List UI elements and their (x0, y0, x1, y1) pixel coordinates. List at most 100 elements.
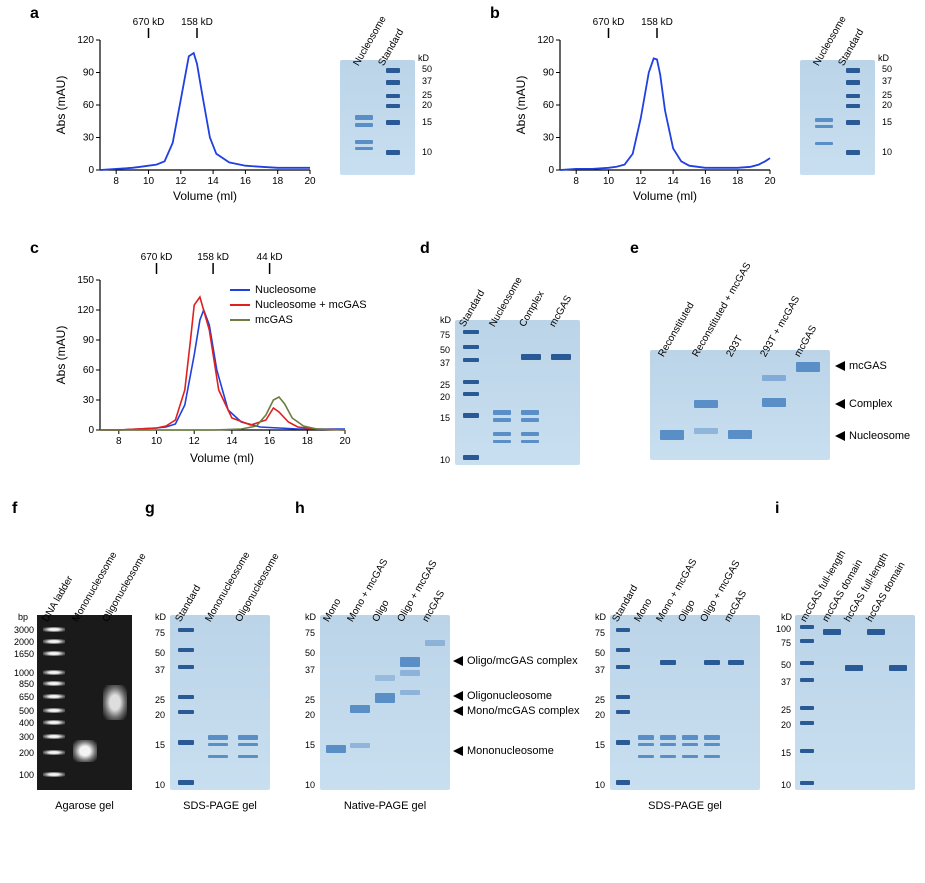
svg-text:158 kD: 158 kD (641, 17, 673, 28)
panel-a: a 0 30 60 90 120 8 10 12 14 16 18 20 (30, 5, 460, 205)
svg-text:20: 20 (339, 436, 351, 447)
svg-text:150: 150 (77, 275, 94, 286)
caption: Agarose gel (37, 800, 132, 812)
svg-text:8: 8 (116, 436, 122, 447)
svg-text:60: 60 (83, 100, 95, 111)
kd-title: kD (418, 53, 429, 63)
svg-text:14: 14 (668, 176, 680, 187)
svg-text:12: 12 (635, 176, 647, 187)
panel-g-label: g (145, 500, 155, 518)
arrow-label: mcGAS (835, 360, 887, 372)
svg-text:120: 120 (537, 35, 554, 46)
svg-text:Abs (mAU): Abs (mAU) (54, 76, 68, 135)
svg-text:60: 60 (543, 100, 555, 111)
svg-text:60: 60 (83, 365, 95, 376)
svg-text:Nucleosome: Nucleosome (255, 284, 316, 296)
arrow-label: Nucleosome (835, 430, 910, 442)
panel-c: c 0 30 60 90 120 150 8 10 12 14 16 18 20 (30, 240, 400, 470)
svg-text:18: 18 (732, 176, 744, 187)
kd-title: kD (595, 612, 606, 622)
panel-i-label: i (775, 500, 779, 518)
svg-text:8: 8 (573, 176, 579, 187)
svg-text:Volume (ml): Volume (ml) (633, 189, 697, 203)
panel-b-chart: 0 30 60 90 120 8 10 12 14 16 18 20 Volum… (510, 5, 800, 205)
svg-text:Abs (mAU): Abs (mAU) (514, 76, 528, 135)
panel-f-gel (37, 615, 132, 790)
panel-h: h kD 75 50 37 25 20 15 10 Mono Mono + mc… (295, 500, 765, 870)
panel-b-label: b (490, 5, 500, 23)
caption: SDS-PAGE gel (170, 800, 270, 812)
panel-e-gel (650, 350, 830, 460)
arrow-label: Mononucleosome (453, 745, 554, 757)
svg-text:12: 12 (175, 176, 187, 187)
panel-f-label: f (12, 500, 17, 518)
svg-text:44 kD: 44 kD (257, 252, 283, 263)
svg-text:Volume (ml): Volume (ml) (173, 189, 237, 203)
svg-text:Nucleosome + mcGAS: Nucleosome + mcGAS (255, 299, 367, 311)
lane-label: Mono + mcGAS (654, 557, 699, 624)
svg-text:670 kD: 670 kD (141, 252, 173, 263)
svg-text:18: 18 (272, 176, 284, 187)
svg-text:16: 16 (700, 176, 712, 187)
svg-text:16: 16 (264, 436, 276, 447)
svg-text:14: 14 (208, 176, 220, 187)
svg-text:10: 10 (151, 436, 163, 447)
svg-text:90: 90 (83, 68, 95, 79)
panel-b: b 0 30 60 90 120 8 10 12 14 16 18 20 Vol… (490, 5, 920, 205)
arrow-label: Oligonucleosome (453, 690, 552, 702)
arrow-label: Complex (835, 398, 892, 410)
svg-text:18: 18 (302, 436, 314, 447)
panel-c-chart: 0 30 60 90 120 150 8 10 12 14 16 18 20 V… (50, 240, 400, 470)
svg-text:158 kD: 158 kD (181, 17, 213, 28)
svg-text:14: 14 (226, 436, 238, 447)
panel-c-label: c (30, 240, 39, 258)
arrow-label: Mono/mcGAS complex (453, 705, 579, 717)
svg-text:120: 120 (77, 305, 94, 316)
svg-text:30: 30 (543, 133, 555, 144)
lane-label: Reconstituted + mcGAS (690, 261, 753, 359)
svg-text:12: 12 (189, 436, 201, 447)
svg-text:20: 20 (304, 176, 316, 187)
svg-text:10: 10 (603, 176, 615, 187)
svg-text:Volume (ml): Volume (ml) (190, 451, 254, 465)
bp-title: bp (18, 612, 28, 622)
panel-a-label: a (30, 5, 39, 23)
svg-text:120: 120 (77, 35, 94, 46)
svg-text:0: 0 (548, 165, 554, 176)
svg-text:0: 0 (88, 425, 94, 436)
kd-title: kD (781, 612, 792, 622)
svg-text:mcGAS: mcGAS (255, 314, 293, 326)
panel-d-gel (455, 320, 580, 465)
panel-b-inset-gel (800, 60, 875, 175)
kd-title: kD (305, 612, 316, 622)
arrow-label: Oligo/mcGAS complex (453, 655, 578, 667)
svg-text:0: 0 (88, 165, 94, 176)
panel-f: f bp 3000 2000 1650 1000 850 650 500 400… (12, 500, 152, 870)
svg-text:16: 16 (240, 176, 252, 187)
caption: Native-PAGE gel (320, 800, 450, 812)
svg-text:30: 30 (83, 395, 95, 406)
svg-text:670 kD: 670 kD (593, 17, 625, 28)
kd-title: kD (440, 315, 451, 325)
svg-text:30: 30 (83, 133, 95, 144)
panel-d-label: d (420, 240, 430, 258)
panel-d: d kD 75 50 37 25 20 15 10 Standard Nucle… (420, 240, 620, 470)
panel-h-gel-right (610, 615, 760, 790)
panel-e: e Reconstituted Reconstituted + mcGAS 29… (630, 240, 920, 470)
svg-text:Abs (mAU): Abs (mAU) (54, 326, 68, 385)
svg-text:8: 8 (113, 176, 119, 187)
panel-e-label: e (630, 240, 639, 258)
svg-text:670 kD: 670 kD (133, 17, 165, 28)
svg-text:10: 10 (143, 176, 155, 187)
panel-i: i kD 100 75 50 37 25 20 15 10 mcGAS full… (775, 500, 925, 870)
kd-title: kD (878, 53, 889, 63)
panel-i-gel (795, 615, 915, 790)
svg-text:158 kD: 158 kD (197, 252, 229, 263)
svg-text:90: 90 (83, 335, 95, 346)
panel-a-chart: 0 30 60 90 120 8 10 12 14 16 18 20 Volum… (50, 5, 340, 205)
svg-text:90: 90 (543, 68, 555, 79)
panel-g-gel (170, 615, 270, 790)
panel-h-gel-left (320, 615, 450, 790)
kd-title: kD (155, 612, 166, 622)
panel-h-label: h (295, 500, 305, 518)
